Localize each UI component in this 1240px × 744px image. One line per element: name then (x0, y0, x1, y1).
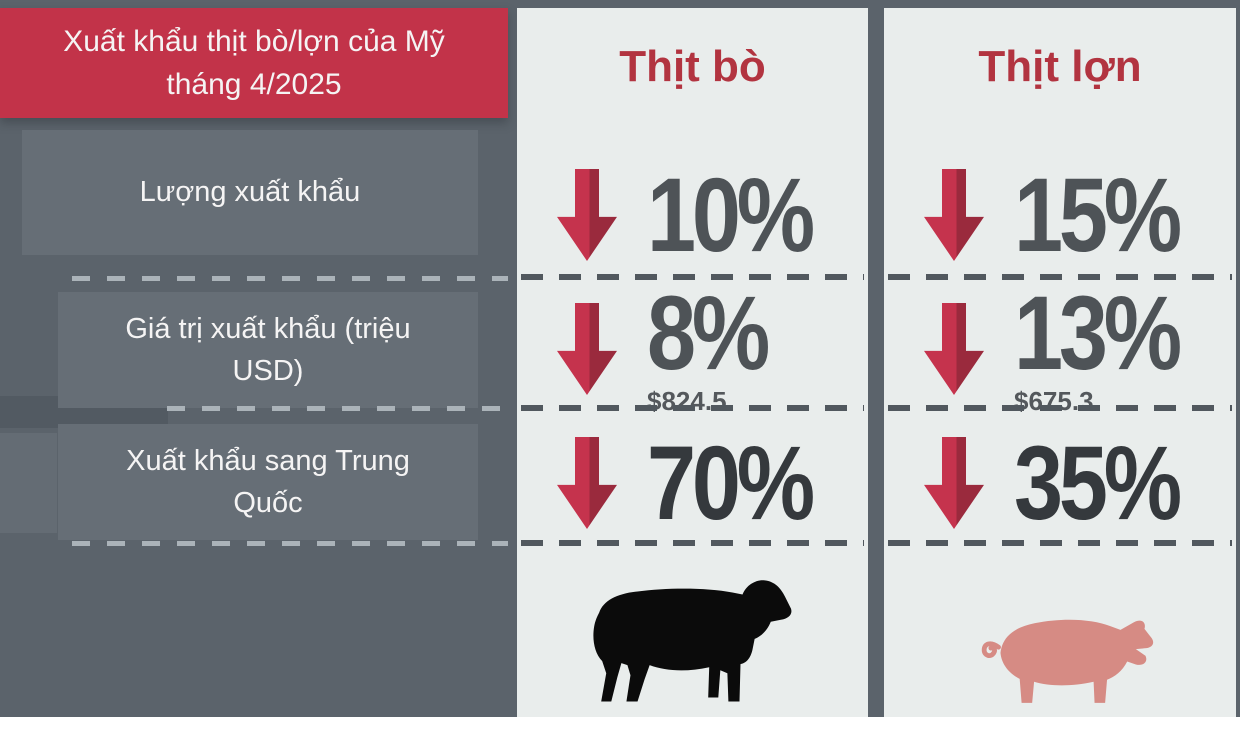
divider-dashed (888, 405, 1232, 411)
bottom-strip (0, 717, 1240, 744)
beef-value-percent: 8% (647, 275, 770, 392)
beef-china-row: 70% (557, 428, 842, 538)
divider-dashed (521, 540, 864, 546)
pork-column-header: Thịt lợn (978, 42, 1142, 91)
pork-column: Thịt lợn 15% 13% $675.3 35% (884, 8, 1236, 717)
divider-dashed (72, 541, 508, 546)
divider-dashed (521, 405, 864, 411)
row-label-export-value: Giá trị xuất khẩu (triệu USD) (58, 292, 478, 408)
beef-value-usd: $824.5 (647, 386, 727, 416)
divider-dashed (888, 540, 1232, 546)
beef-column-header: Thịt bò (619, 42, 766, 91)
row-label-text: Lượng xuất khẩu (139, 176, 361, 209)
row-label-china-exports: Xuất khẩu sang Trung Quốc (58, 424, 478, 540)
divider-dashed (72, 276, 508, 281)
row-label-text: Giá trị xuất khẩu (triệu USD) (125, 312, 411, 387)
divider-dashed (521, 274, 864, 280)
down-arrow-icon (924, 303, 984, 395)
pork-volume-row: 15% (924, 156, 1209, 274)
down-arrow-icon (924, 169, 984, 261)
title-banner: Xuất khẩu thịt bò/lợn của Mỹ tháng 4/202… (0, 8, 508, 118)
divider-dashed (167, 406, 508, 411)
row-label-export-volume: Lượng xuất khẩu (22, 130, 478, 255)
title-text: Xuất khẩu thịt bò/lợn của Mỹ tháng 4/202… (63, 24, 445, 102)
pig-silhouette-icon (981, 619, 1154, 703)
down-arrow-icon (557, 437, 617, 529)
pork-china-row: 35% (924, 428, 1209, 538)
pork-volume-value: 15% (1014, 156, 1182, 274)
pork-value-row: 13% $675.3 (924, 281, 1209, 416)
down-arrow-icon (557, 169, 617, 261)
pork-value-usd: $675.3 (1014, 386, 1094, 416)
row-label-text: Xuất khẩu sang Trung Quốc (126, 444, 410, 519)
pork-china-value: 35% (1014, 424, 1182, 542)
down-arrow-icon (924, 437, 984, 529)
beef-column: Thịt bò 10% 8% $824.5 70% (517, 8, 868, 717)
cow-silhouette-icon (593, 580, 792, 702)
pork-value-percent: 13% (1014, 275, 1182, 392)
down-arrow-icon (557, 303, 617, 395)
beef-value-row: 8% $824.5 (557, 281, 789, 416)
background-patch (0, 433, 57, 533)
divider-dashed (888, 274, 1232, 280)
beef-volume-row: 10% (557, 156, 842, 274)
beef-china-value: 70% (647, 424, 815, 542)
beef-volume-value: 10% (647, 156, 815, 274)
